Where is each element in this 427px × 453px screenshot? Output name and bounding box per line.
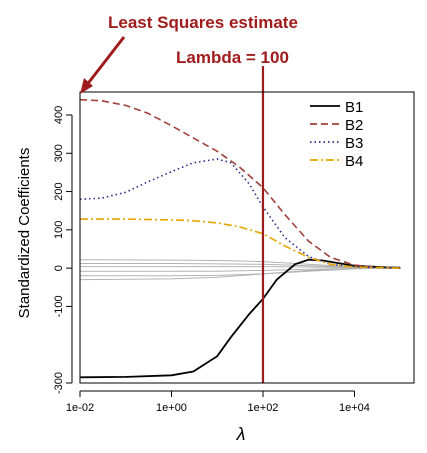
y-tick-label-6: 400 <box>53 106 65 124</box>
legend-label-b3: B3 <box>345 135 363 152</box>
series-lines <box>79 98 401 379</box>
other-coefficient-lines <box>79 259 401 281</box>
y-tick-label-4: 200 <box>53 182 65 200</box>
series-line-b2 <box>79 98 401 269</box>
lambda-annotation: Lambda = 100 <box>176 48 289 67</box>
series-line-b4 <box>80 218 401 269</box>
series-line-b1 <box>79 258 401 379</box>
legend-label-b1: B1 <box>345 99 363 116</box>
y-tick-label-0: -300 <box>53 372 65 394</box>
x-axis-label: λ <box>236 424 246 444</box>
plot-frame <box>79 91 415 384</box>
y-axis-label: Standardized Coefficients <box>16 148 33 319</box>
x-axis: 1e-02 1e+00 1e+02 1e+04 <box>66 390 370 414</box>
other-coefficient-line-5 <box>79 267 401 281</box>
least-squares-arrow <box>84 36 126 87</box>
legend-label-b2: B2 <box>345 117 363 134</box>
y-tick-label-5: 300 <box>53 144 65 162</box>
y-tick-label-1: -100 <box>53 295 65 317</box>
x-tick-label-0: 1e-02 <box>66 402 94 414</box>
x-tick-label-1: 1e+00 <box>156 402 187 414</box>
y-tick-label-3: 100 <box>53 221 65 239</box>
series-line-b3 <box>79 158 401 269</box>
least-squares-arrowhead <box>80 78 93 94</box>
x-tick-label-3: 1e+04 <box>339 402 370 414</box>
least-squares-annotation: Least Squares estimate <box>108 13 298 32</box>
other-coefficient-line-4 <box>80 267 401 277</box>
legend-label-b4: B4 <box>345 153 363 170</box>
y-tick-label-2: 0 <box>53 265 65 271</box>
y-axis: -300 -100 0 100 200 300 400 <box>53 106 73 394</box>
x-tick-label-2: 1e+02 <box>248 402 279 414</box>
